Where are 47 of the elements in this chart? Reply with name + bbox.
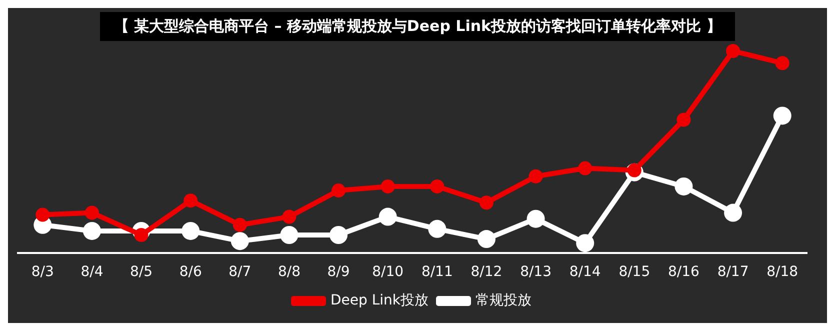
- point: [332, 184, 346, 198]
- point: [528, 169, 543, 184]
- point: [775, 56, 790, 70]
- point: [134, 228, 148, 242]
- x-tick-label: 8/12: [470, 264, 502, 280]
- point: [82, 222, 101, 240]
- point: [576, 234, 594, 252]
- point: [726, 44, 740, 58]
- x-tick-label: 8/13: [520, 264, 552, 280]
- x-tick-label: 8/11: [421, 264, 453, 280]
- point: [724, 204, 742, 222]
- point: [479, 196, 494, 210]
- point: [182, 222, 200, 240]
- point: [280, 226, 298, 244]
- point: [330, 226, 348, 244]
- x-tick-label: 8/4: [80, 264, 104, 280]
- x-tick-label: 8/3: [31, 264, 54, 280]
- x-tick-label: 8/5: [130, 264, 153, 280]
- point: [380, 179, 395, 194]
- point: [578, 161, 592, 176]
- point: [184, 194, 198, 208]
- x-tick-label: 8/16: [668, 264, 700, 280]
- x-tick-label: 8/8: [278, 264, 300, 280]
- point: [773, 106, 792, 125]
- point: [230, 232, 249, 250]
- x-tick-label: 8/9: [327, 264, 350, 280]
- point: [378, 208, 397, 226]
- point: [477, 230, 496, 248]
- x-tick-label: 8/15: [618, 264, 650, 280]
- point: [526, 210, 545, 228]
- legend-label: 常规投放: [476, 292, 532, 309]
- point: [674, 177, 693, 196]
- x-tick-label: 8/7: [228, 264, 252, 280]
- point: [84, 206, 99, 220]
- legend-label: Deep Link投放: [330, 292, 429, 309]
- point: [430, 179, 444, 194]
- x-tick-label: 8/14: [569, 264, 601, 280]
- x-tick-label: 8/10: [372, 264, 404, 280]
- chart-title: 【 某大型综合电商平台 – 移动端常规投放与Deep Link投放的访客找回订单转化率对比 】: [100, 12, 736, 41]
- x-tick-label: 8/17: [717, 264, 749, 280]
- x-tick-label: 8/18: [766, 264, 798, 280]
- point: [676, 112, 691, 127]
- point: [36, 208, 50, 222]
- point: [232, 218, 247, 232]
- point: [428, 220, 446, 238]
- x-tick-label: 8/6: [179, 264, 202, 280]
- point: [282, 210, 296, 224]
